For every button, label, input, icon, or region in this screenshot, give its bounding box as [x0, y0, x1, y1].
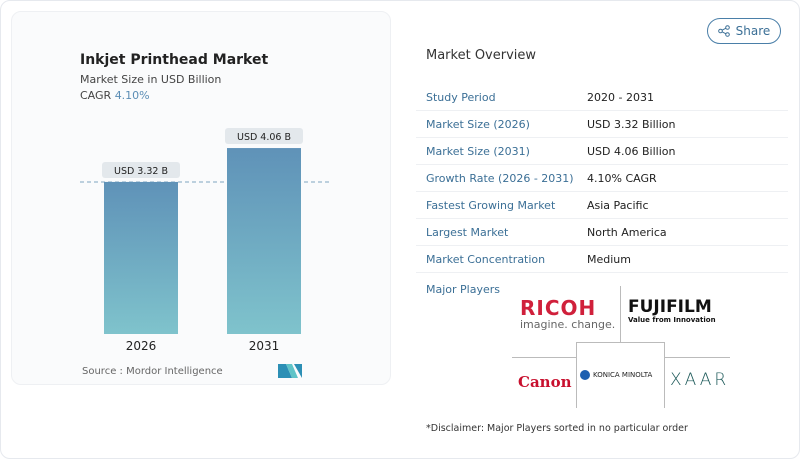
canon-logo: Canon	[518, 373, 572, 391]
konica-minolta-logo: KONICA MINOLTA	[580, 370, 652, 380]
overview-row: Fastest Growing Market Asia Pacific	[416, 192, 788, 219]
data-label-bg	[102, 161, 180, 178]
x-tick-label: 2031	[249, 339, 280, 353]
data-label: USD 4.06 B	[237, 132, 291, 143]
chart-title: Inkjet Printhead Market	[80, 52, 269, 68]
bar-chart: USD 3.32 B 2026 USD 4.06 B 2031	[80, 128, 330, 353]
konica-globe-icon	[580, 370, 590, 380]
chart-card	[11, 11, 391, 385]
overview-row: Largest Market North America	[416, 219, 788, 246]
row-value: 2020 - 2031	[587, 90, 654, 104]
chart-subtitle: Market Size in USD Billion	[80, 73, 222, 86]
row-label: Study Period	[426, 90, 496, 104]
cagr: CAGR 4.10%	[80, 89, 150, 102]
bar-2031	[227, 148, 301, 334]
row-value: USD 3.32 Billion	[587, 117, 676, 131]
x-tick-label: 2026	[126, 339, 157, 353]
xaar-logo: XAAR	[670, 370, 730, 390]
row-label: Growth Rate (2026 - 2031)	[426, 171, 574, 185]
ricoh-logo: RICOH imagine. change.	[520, 296, 616, 331]
overview-title: Market Overview	[426, 48, 537, 63]
disclaimer: *Disclaimer: Major Players sorted in no …	[426, 423, 688, 434]
overview-row: Study Period 2020 - 2031	[416, 84, 788, 111]
row-label: Market Size (2026)	[426, 117, 530, 131]
share-label: Share	[735, 24, 771, 38]
share-button[interactable]: Share	[707, 18, 781, 44]
data-label: USD 3.32 B	[114, 166, 168, 177]
row-value: North America	[587, 225, 667, 239]
overview-row: Market Concentration Medium	[416, 246, 788, 273]
major-players-label: Major Players	[426, 283, 500, 296]
row-label: Largest Market	[426, 225, 509, 239]
source-text: Source : Mordor Intelligence	[82, 366, 223, 377]
row-value: Asia Pacific	[587, 198, 649, 212]
row-label: Fastest Growing Market	[426, 198, 556, 212]
overview-row: Market Size (2026) USD 3.32 Billion	[416, 111, 788, 138]
cagr-value: 4.10%	[114, 89, 150, 102]
fujifilm-logo: FUJIFILM Value from Innovation	[628, 297, 716, 324]
mordor-intelligence-logo-icon	[278, 364, 302, 378]
row-value: 4.10% CAGR	[587, 171, 657, 185]
overview-row: Market Size (2031) USD 4.06 Billion	[416, 138, 788, 165]
row-value: Medium	[587, 252, 631, 266]
row-label: Market Size (2031)	[426, 144, 530, 158]
row-label: Market Concentration	[426, 252, 546, 266]
row-value: USD 4.06 Billion	[587, 144, 676, 158]
bar-2026	[104, 181, 178, 334]
data-label-bg	[225, 128, 303, 145]
cagr-label: CAGR	[80, 89, 112, 102]
overview-row: Growth Rate (2026 - 2031) 4.10% CAGR	[416, 165, 788, 192]
share-icon	[717, 25, 730, 37]
